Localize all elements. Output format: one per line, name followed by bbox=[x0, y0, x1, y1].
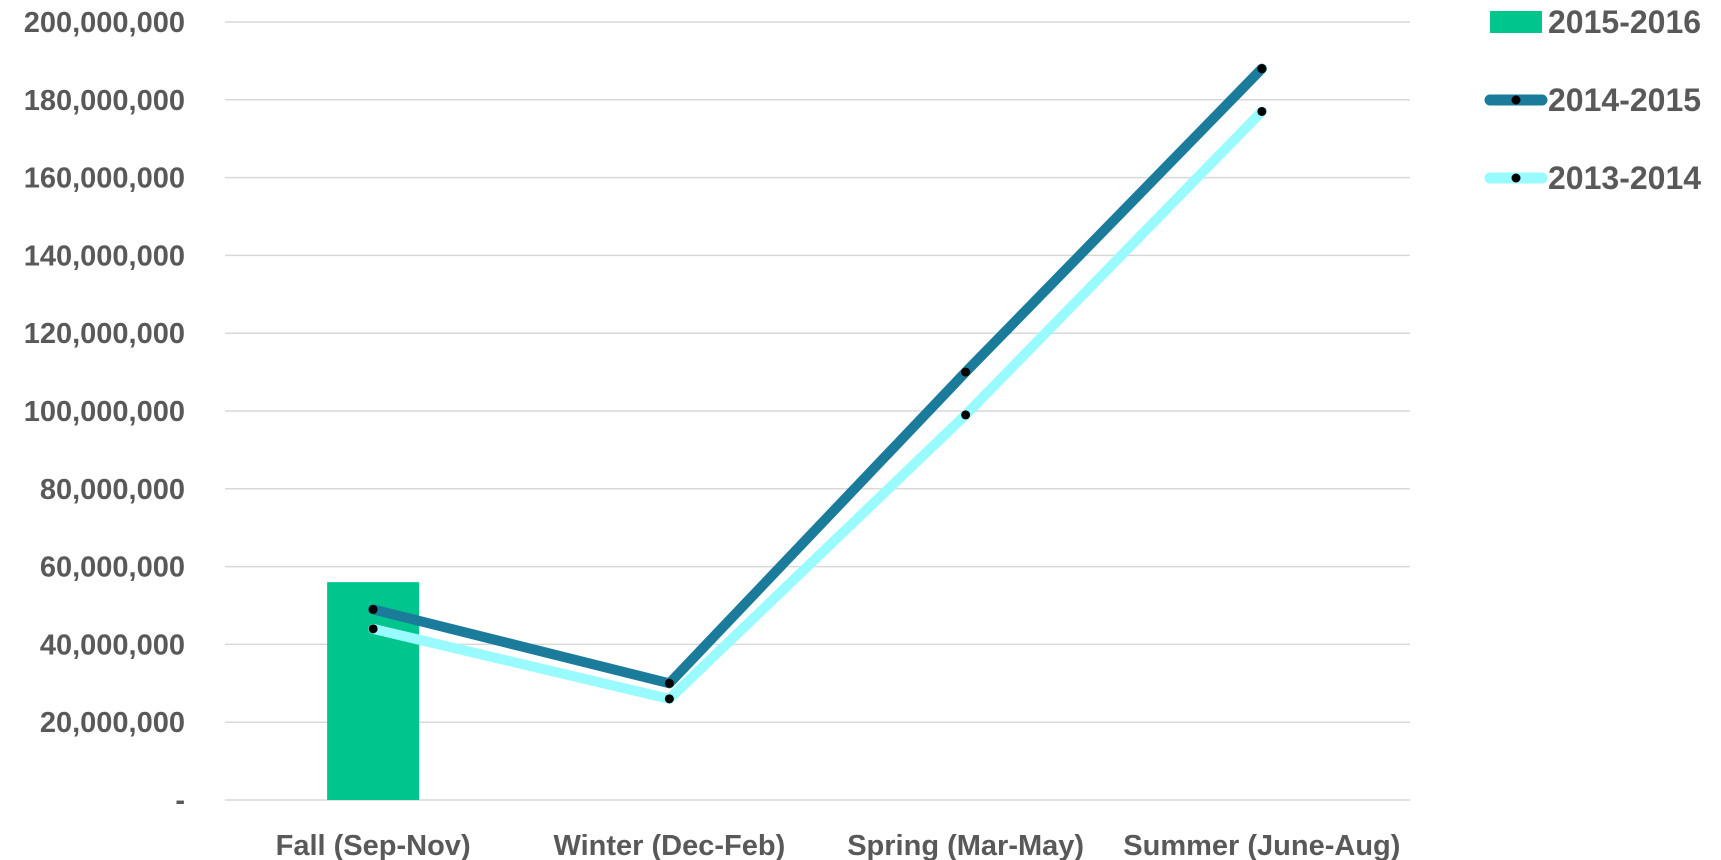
y-tick-label: 200,000,000 bbox=[24, 7, 185, 39]
y-tick-label: 160,000,000 bbox=[24, 163, 185, 195]
data-point bbox=[961, 410, 971, 420]
x-tick-label: Spring (Mar-May) bbox=[847, 830, 1084, 860]
legend-label: 2013-2014 bbox=[1548, 160, 1701, 196]
data-point bbox=[1257, 106, 1267, 116]
x-tick-label: Summer (June-Aug) bbox=[1123, 830, 1400, 860]
y-tick-label: 20,000,000 bbox=[40, 707, 185, 739]
legend-marker bbox=[1511, 173, 1521, 183]
line-series bbox=[368, 63, 1267, 704]
legend-label: 2014-2015 bbox=[1548, 82, 1701, 118]
legend-label: 2015-2016 bbox=[1548, 4, 1701, 40]
y-tick-label: 140,000,000 bbox=[24, 240, 185, 272]
y-tick-label: - bbox=[175, 785, 185, 817]
data-point bbox=[368, 604, 378, 614]
legend-swatch bbox=[1490, 11, 1542, 33]
x-tick-label: Fall (Sep-Nov) bbox=[276, 830, 471, 860]
data-point bbox=[368, 624, 378, 634]
y-tick-label: 100,000,000 bbox=[24, 396, 185, 428]
y-tick-label: 80,000,000 bbox=[40, 474, 185, 506]
series-line bbox=[368, 63, 1267, 689]
legend-marker bbox=[1511, 95, 1521, 105]
x-axis-tick-labels: Fall (Sep-Nov) Winter (Dec-Feb) Spring (Ma… bbox=[276, 830, 1401, 860]
y-tick-label: 60,000,000 bbox=[40, 552, 185, 584]
data-point bbox=[1257, 64, 1267, 74]
y-tick-label: 40,000,000 bbox=[40, 629, 185, 661]
legend: 2015-2016 2014-2015 2013-2014 bbox=[1484, 4, 1701, 196]
data-point bbox=[664, 694, 674, 704]
data-point bbox=[664, 678, 674, 688]
data-point bbox=[961, 367, 971, 377]
y-tick-label: 120,000,000 bbox=[24, 318, 185, 350]
y-tick-label: 180,000,000 bbox=[24, 85, 185, 117]
series-line bbox=[368, 106, 1267, 704]
x-tick-label: Winter (Dec-Feb) bbox=[554, 830, 786, 860]
y-axis-tick-labels: - 20,000,000 40,000,000 60,000,000 80,000,00… bbox=[24, 7, 185, 817]
